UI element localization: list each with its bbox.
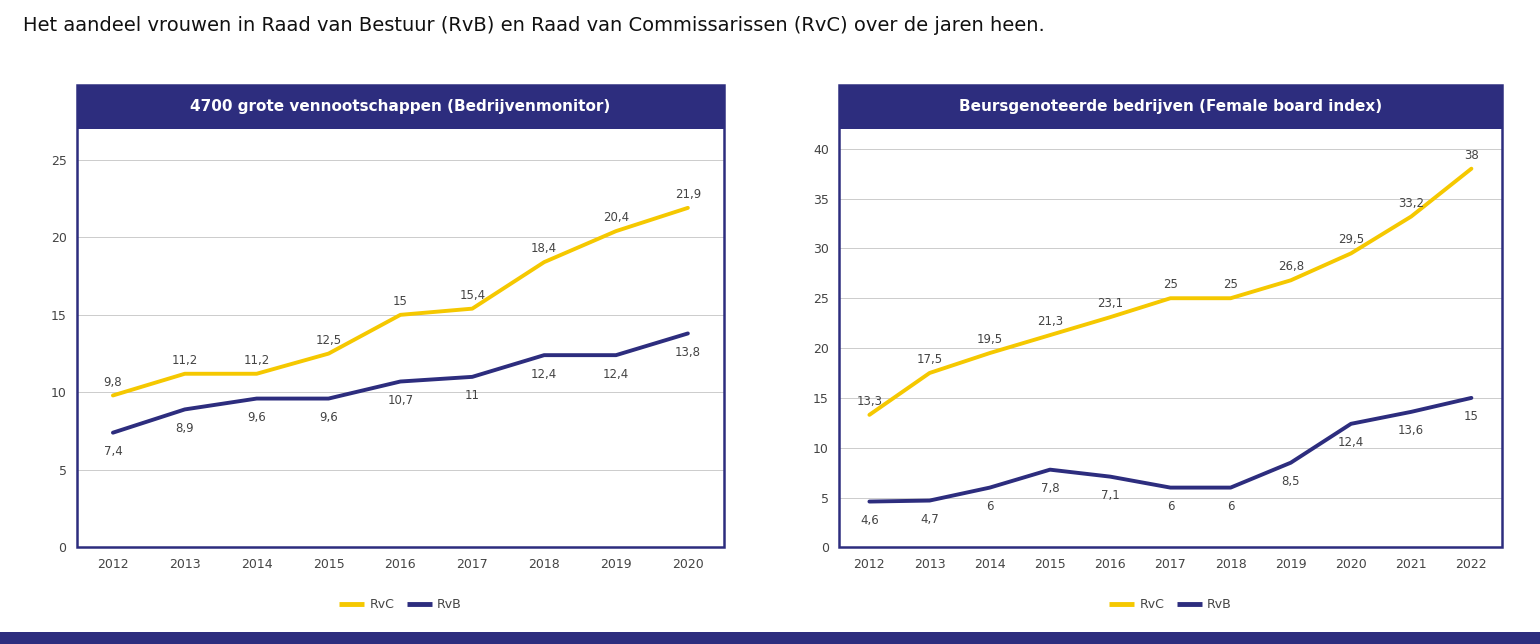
- Text: 7,1: 7,1: [1101, 489, 1120, 502]
- Text: 13,8: 13,8: [675, 346, 701, 359]
- Text: 11: 11: [465, 390, 480, 402]
- Text: 33,2: 33,2: [1398, 196, 1424, 209]
- Text: 38: 38: [1465, 149, 1478, 162]
- Legend: RvC, RvB: RvC, RvB: [334, 594, 467, 616]
- Legend: RvC, RvB: RvC, RvB: [1104, 594, 1237, 616]
- Text: 15: 15: [393, 295, 408, 308]
- Text: Beursgenoteerde bedrijven (Female board index): Beursgenoteerde bedrijven (Female board …: [959, 99, 1381, 115]
- Text: 20,4: 20,4: [604, 211, 628, 224]
- Text: 21,9: 21,9: [675, 188, 701, 201]
- Text: 12,4: 12,4: [602, 368, 630, 381]
- Text: 11,2: 11,2: [243, 354, 270, 367]
- Text: 4700 grote vennootschappen (Bedrijvenmonitor): 4700 grote vennootschappen (Bedrijvenmon…: [191, 99, 610, 115]
- Text: 15,4: 15,4: [459, 289, 485, 301]
- Text: 7,4: 7,4: [103, 445, 122, 458]
- Text: 12,4: 12,4: [531, 368, 557, 381]
- Text: 11,2: 11,2: [171, 354, 199, 367]
- Text: 23,1: 23,1: [1096, 298, 1123, 310]
- Text: 9,6: 9,6: [248, 411, 266, 424]
- Text: 10,7: 10,7: [388, 394, 413, 407]
- Text: 26,8: 26,8: [1278, 260, 1304, 273]
- Text: 6: 6: [986, 500, 993, 513]
- Text: 19,5: 19,5: [976, 333, 1003, 346]
- Text: 17,5: 17,5: [916, 353, 942, 366]
- Text: 7,8: 7,8: [1041, 482, 1060, 495]
- Text: 25: 25: [1223, 278, 1238, 291]
- Text: 25: 25: [1163, 278, 1178, 291]
- Text: 6: 6: [1227, 500, 1235, 513]
- Text: 9,8: 9,8: [103, 375, 122, 388]
- Text: 29,5: 29,5: [1338, 233, 1364, 247]
- Text: 12,4: 12,4: [1338, 437, 1364, 450]
- Text: Het aandeel vrouwen in Raad van Bestuur (RvB) en Raad van Commissarissen (RvC) o: Het aandeel vrouwen in Raad van Bestuur …: [23, 16, 1044, 35]
- Text: 4,6: 4,6: [859, 514, 879, 527]
- Text: 8,9: 8,9: [176, 422, 194, 435]
- Text: 9,6: 9,6: [319, 411, 337, 424]
- Text: 4,7: 4,7: [921, 513, 939, 526]
- Text: 21,3: 21,3: [1036, 315, 1063, 328]
- Text: 15: 15: [1465, 410, 1478, 423]
- Text: 13,6: 13,6: [1398, 424, 1424, 437]
- Text: 8,5: 8,5: [1281, 475, 1300, 488]
- Text: 6: 6: [1167, 500, 1173, 513]
- Text: 13,3: 13,3: [856, 395, 882, 408]
- Text: 18,4: 18,4: [531, 242, 557, 255]
- Text: 12,5: 12,5: [316, 334, 342, 346]
